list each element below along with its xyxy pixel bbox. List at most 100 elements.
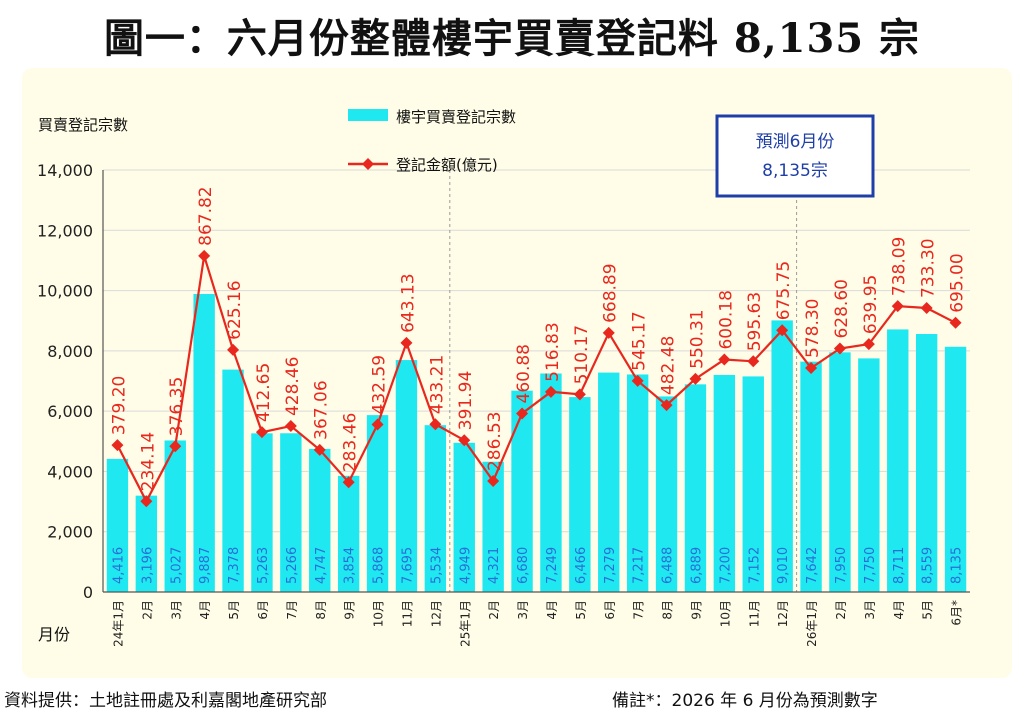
- y-tick-label: 12,000: [37, 221, 93, 240]
- footer-note: 備註*：2026 年 6 月份為預測數字: [612, 691, 878, 711]
- bar-value-label: 5,868: [372, 547, 387, 584]
- bar: [944, 346, 967, 592]
- x-tick-label: 7月: [632, 600, 646, 620]
- line-marker: [689, 372, 702, 385]
- line-marker: [313, 443, 326, 456]
- x-tick-label: 7月: [285, 600, 299, 620]
- line-value-label: 545.17: [630, 311, 650, 370]
- x-tick-label: 11月: [747, 600, 761, 627]
- bar: [453, 442, 475, 592]
- bar-value-label: 8,711: [892, 547, 907, 584]
- forecast-box-border: [715, 114, 875, 198]
- line-value-labels: 379.20 234.14 376.35 867.82 625.16 412.65 428.…: [109, 186, 967, 491]
- bar: [598, 372, 620, 592]
- y-axis-title: 買賣登記宗數: [38, 116, 128, 134]
- bar: [858, 358, 880, 592]
- line-marker: [833, 342, 846, 355]
- line-marker: [631, 374, 644, 387]
- line-value-label: 628.60: [832, 279, 852, 338]
- line-marker: [718, 353, 731, 366]
- line-value-label: 733.30: [919, 238, 939, 297]
- line-value-label: 286.53: [485, 412, 505, 471]
- bar-value-label: 4,949: [458, 547, 473, 584]
- y-tick-label: 8,000: [47, 342, 93, 361]
- bar-value-label: 6,488: [661, 547, 676, 584]
- bar: [309, 448, 331, 592]
- bar: [135, 495, 158, 592]
- line-value-label: 482.48: [659, 336, 679, 395]
- x-tick-label: 5月: [227, 600, 241, 620]
- bar: [280, 433, 302, 592]
- line-value-label: 867.82: [196, 186, 216, 245]
- bar-value-label: 6,680: [516, 547, 531, 584]
- bar-value-label: 4,416: [111, 547, 126, 584]
- line-value-label: 578.30: [803, 299, 823, 358]
- line-value-label: 376.35: [167, 377, 187, 436]
- line-value-label: 510.17: [572, 325, 592, 384]
- bar: [511, 390, 533, 592]
- line-value-label: 595.63: [745, 292, 765, 351]
- legend-line-label: 登記金額(億元): [396, 156, 498, 174]
- line-value-label: 391.94: [456, 371, 476, 430]
- y-tick-labels: 0 2,000 4,000 6,000 8,000 10,000 12,000 14,000: [37, 161, 93, 602]
- bar: [713, 374, 736, 592]
- bar: [424, 425, 447, 592]
- bar: [193, 293, 215, 592]
- line-value-label: 695.00: [948, 253, 968, 312]
- bar: [915, 334, 938, 592]
- line-marker: [544, 385, 557, 398]
- x-tick-label: 4月: [198, 600, 212, 620]
- x-tick-label: 12月: [429, 600, 443, 627]
- y-tick-label: 0: [83, 583, 93, 602]
- x-tick-label: 6月: [256, 600, 270, 620]
- bar-value-label: 7,200: [718, 547, 733, 584]
- bar-value-label: 7,217: [632, 547, 647, 584]
- line-path: [116, 255, 957, 504]
- bar: [366, 415, 389, 592]
- bar-value-label: 6,889: [689, 547, 704, 584]
- x-tick-label: 4月: [892, 600, 906, 620]
- bar-value-label: 4,321: [487, 547, 502, 584]
- bar: [887, 329, 909, 592]
- footer-source: 資料提供：土地註冊處及利嘉閣地產研究部: [4, 691, 327, 711]
- bar-value-label: 7,750: [863, 547, 878, 584]
- bar-value-label: 7,279: [603, 547, 618, 584]
- y-tick-label: 2,000: [47, 523, 93, 542]
- legend-line-marker: [362, 158, 374, 170]
- line-marker: [140, 495, 153, 508]
- line-value-label: 367.06: [312, 380, 332, 439]
- line-value-label: 625.16: [225, 280, 245, 339]
- bar-value-label: 5,263: [256, 547, 271, 584]
- line-value-label: 412.65: [254, 363, 274, 422]
- x-tick-label: 9月: [343, 600, 357, 620]
- bar-value-label: 3,196: [140, 547, 155, 584]
- line-value-label: 643.13: [398, 273, 418, 332]
- line-value-label: 460.88: [514, 344, 534, 403]
- x-tick-label: 2月: [140, 600, 154, 620]
- bar-value-labels: 4,416 3,196 5,027 9,887 7,378 5,263 5,266 4,747…: [111, 547, 964, 584]
- x-tick-label: 11月: [400, 600, 414, 627]
- line-value-label: 379.20: [109, 376, 129, 435]
- line-marker: [198, 249, 211, 262]
- line-value-label: 428.46: [283, 357, 303, 416]
- line-marker: [660, 399, 673, 412]
- bar: [395, 360, 418, 592]
- line-marker: [111, 439, 124, 452]
- y-tick-label: 6,000: [47, 402, 93, 421]
- legend: 樓宇買賣登記宗數 登記金額(億元): [348, 108, 516, 174]
- bar-value-label: 7,152: [747, 547, 762, 584]
- bar-value-label: 5,534: [429, 547, 444, 584]
- line-marker: [371, 418, 384, 431]
- line-marker: [169, 440, 182, 453]
- x-tick-label: 12月: [776, 600, 790, 627]
- bar-series: [106, 293, 967, 592]
- x-tick-label: 3月: [516, 600, 530, 620]
- bar-value-label: 6,466: [574, 547, 589, 584]
- y-tick-label: 14,000: [37, 161, 93, 180]
- x-tick-label: 10月: [718, 600, 732, 627]
- bar-value-label: 7,249: [545, 547, 560, 584]
- x-tick-label: 5月: [921, 600, 935, 620]
- year-dividers: [449, 170, 798, 592]
- x-tick-label: 3月: [169, 600, 183, 620]
